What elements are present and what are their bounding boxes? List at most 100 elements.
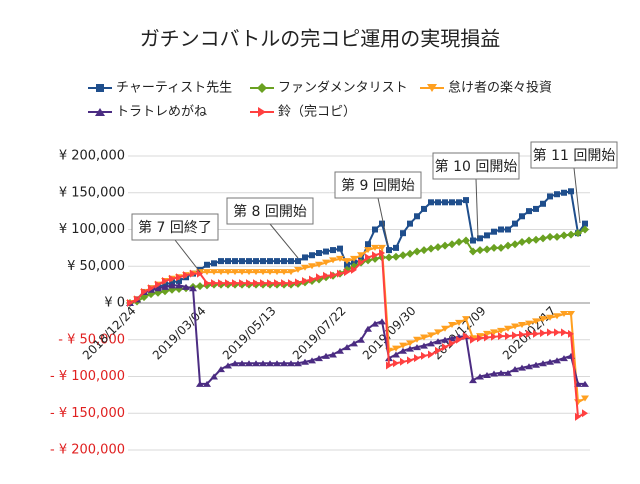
data-point [448,322,456,329]
data-point [273,269,281,276]
data-point [323,248,329,255]
data-point [533,329,539,338]
callout-box [334,171,422,199]
data-point [455,319,463,326]
data-point [273,360,281,367]
data-point [449,339,455,348]
data-point [484,232,490,239]
data-point [239,279,245,288]
data-point [532,361,540,368]
data-point [518,237,526,246]
data-point [315,355,323,362]
data-point [505,332,511,341]
legend-label: チャーティスト先生 [116,81,232,96]
data-point [386,247,392,254]
y-tick-label: - ¥ 100,000 [50,369,125,384]
data-point [372,251,378,260]
data-point [154,285,162,292]
data-point [189,285,197,292]
data-point [518,364,526,371]
data-point [581,395,589,402]
data-point [568,329,574,338]
data-point [504,325,512,332]
data-point [434,243,442,252]
data-point [582,409,588,418]
callout-label: 第 7 回終了 [138,219,212,236]
data-point [266,360,274,367]
data-point [477,334,483,343]
data-point [519,330,525,339]
data-point [358,258,364,267]
data-point [427,340,435,347]
legend-item: チャーティスト先生 [88,81,232,96]
data-point [407,356,413,365]
data-point [413,344,421,351]
data-point [490,329,498,336]
data-point [211,260,217,267]
data-point [274,258,280,265]
data-point [225,279,231,288]
callout-label: 第 10 回開始 [435,158,518,175]
data-point [253,279,259,288]
data-point [406,249,414,258]
data-point [490,243,498,252]
data-point [483,372,491,379]
data-point [379,249,385,258]
data-point [525,320,533,327]
data-point [330,247,336,254]
data-point [155,280,161,289]
data-point [203,380,211,387]
data-point [330,271,336,280]
data-point [497,243,505,252]
data-point [204,261,210,268]
data-point [497,327,505,334]
y-tick-label: ¥ 0 [104,296,125,311]
data-point [232,258,238,265]
data-point [211,279,217,288]
data-point [350,340,358,347]
data-point [364,325,372,332]
data-point [288,258,294,265]
data-point [498,226,504,233]
callout-box [530,141,618,169]
data-point [476,333,484,340]
data-point [315,261,323,268]
callout-pointer [377,197,389,246]
data-point [302,276,308,285]
data-point [357,336,365,343]
callout-box [131,213,219,241]
data-point [162,276,168,285]
data-point [581,225,589,234]
data-point [463,197,469,204]
data-point [224,269,232,276]
data-point [217,366,225,373]
data-point [301,264,309,271]
data-point [518,322,526,329]
data-point [413,247,421,256]
data-point [217,269,225,276]
data-point [539,316,547,323]
data-point [435,199,441,206]
x-tick-label: 2019/03/04 [150,304,209,363]
legend-marker [257,83,267,93]
data-point [462,236,470,245]
data-point [434,338,442,345]
data-point [141,287,147,296]
data-point [484,333,490,342]
data-point [491,228,497,235]
data-point [540,329,546,338]
data-point [512,331,518,340]
data-point [196,282,204,291]
data-point [406,345,414,352]
data-point [386,361,392,370]
y-tick-label: - ¥ 150,000 [50,406,125,421]
data-point [323,271,329,280]
data-point [245,269,253,276]
data-point [526,329,532,338]
data-point [420,246,428,255]
data-point [309,275,315,284]
data-point [344,268,350,277]
callout-pointer [269,223,299,259]
data-point [532,235,540,244]
data-point [350,255,358,262]
